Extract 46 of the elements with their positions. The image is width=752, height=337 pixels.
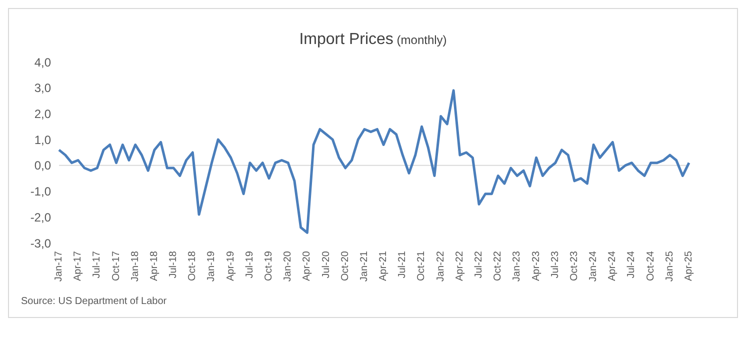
x-tick-label: Jan-20 bbox=[282, 250, 294, 282]
x-tick-label: Apr-25 bbox=[684, 250, 694, 282]
y-tick-label: -2,0 bbox=[30, 210, 52, 224]
x-tick-label: Jul-19 bbox=[244, 250, 256, 278]
x-tick-label: Jul-17 bbox=[92, 250, 103, 278]
y-tick-label: 3,0 bbox=[34, 81, 52, 96]
x-tick-label: Oct-22 bbox=[492, 250, 504, 282]
x-tick-label: Oct-17 bbox=[110, 250, 122, 282]
x-tick-label: Jul-24 bbox=[626, 250, 638, 278]
x-tick-label: Jan-19 bbox=[206, 250, 218, 282]
x-tick-label: Oct-21 bbox=[416, 250, 428, 282]
y-tick-label: -3,0 bbox=[30, 236, 52, 250]
y-tick-label: 1,0 bbox=[34, 132, 52, 147]
x-tick-label: Oct-24 bbox=[645, 250, 656, 282]
source-note: Source: US Department of Labor bbox=[21, 296, 167, 307]
x-tick-label: Jan-21 bbox=[358, 250, 370, 282]
chart-subtitle: (monthly) bbox=[396, 33, 447, 47]
y-tick-label: 0,0 bbox=[34, 158, 52, 173]
y-tick-label: 2,0 bbox=[34, 106, 52, 121]
x-tick-label: Apr-20 bbox=[302, 250, 313, 282]
line-series bbox=[58, 89, 690, 234]
x-tick-label: Oct-23 bbox=[568, 250, 580, 282]
x-tick-label: Oct-20 bbox=[340, 250, 351, 282]
x-tick-label: Jan-23 bbox=[512, 250, 523, 282]
y-tick-label: -1,0 bbox=[30, 184, 52, 199]
chart-title: Import Prices bbox=[299, 31, 394, 48]
x-tick-label: Apr-24 bbox=[607, 250, 618, 282]
x-tick-label: Oct-19 bbox=[264, 250, 274, 282]
x-tick-label: Jul-22 bbox=[474, 250, 484, 278]
x-tick-label: Jul-20 bbox=[320, 250, 332, 278]
x-tick-label: Jan-25 bbox=[664, 250, 676, 282]
x-tick-label: Jan-22 bbox=[435, 250, 446, 282]
x-tick-label: Jul-18 bbox=[168, 250, 180, 278]
x-tick-label: Oct-18 bbox=[187, 250, 198, 282]
y-tick-label: 4,0 bbox=[34, 55, 52, 70]
x-tick-label: Jul-21 bbox=[397, 250, 408, 278]
x-tick-label: Jan-18 bbox=[130, 250, 141, 282]
x-tick-label: Apr-21 bbox=[378, 250, 390, 282]
x-tick-label: Apr-18 bbox=[148, 250, 160, 282]
x-tick-label: Apr-19 bbox=[225, 250, 236, 282]
x-tick-label: Apr-22 bbox=[454, 250, 466, 282]
x-tick-label: Jan-24 bbox=[588, 250, 600, 282]
x-tick-label: Apr-23 bbox=[530, 250, 542, 282]
x-tick-label: Jan-17 bbox=[54, 250, 64, 282]
x-tick-label: Jul-23 bbox=[550, 250, 561, 278]
x-tick-label: Apr-17 bbox=[72, 250, 84, 282]
